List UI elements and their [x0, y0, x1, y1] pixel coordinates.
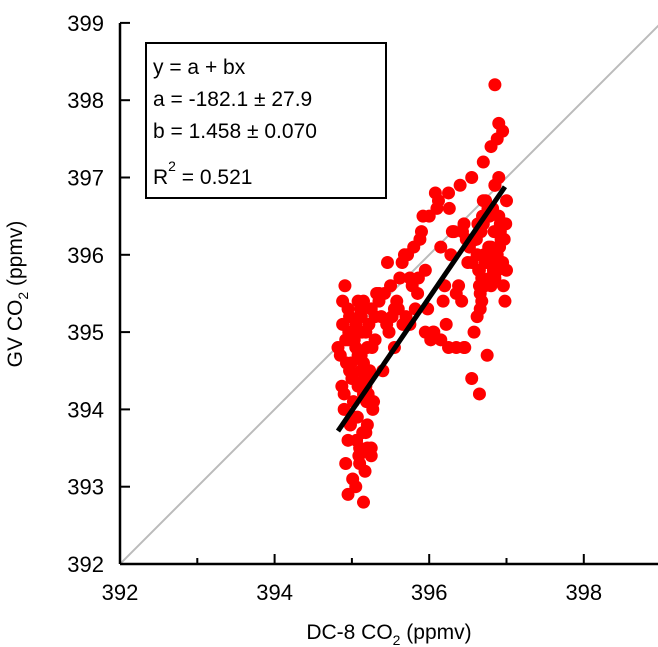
- data-point: [500, 194, 513, 208]
- data-point: [434, 333, 448, 347]
- data-point: [338, 279, 352, 293]
- data-point: [455, 294, 469, 308]
- y-ticks: 392 393 394 395 396 397 398 399: [67, 11, 130, 577]
- data-point: [496, 124, 510, 138]
- data-point: [480, 348, 494, 362]
- data-point: [467, 325, 481, 339]
- y-tick-label: 395: [67, 320, 104, 345]
- data-point: [472, 387, 486, 401]
- data-point: [354, 364, 368, 378]
- x-tick-label: 396: [411, 580, 448, 605]
- data-point: [488, 178, 502, 192]
- data-point: [360, 441, 374, 455]
- data-point: [337, 402, 351, 416]
- data-point: [356, 495, 370, 509]
- data-point: [434, 240, 448, 254]
- r2-suffix: = 0.521: [176, 166, 252, 189]
- fit-intercept: a = -182.1 ± 27.9: [153, 88, 312, 111]
- data-point: [490, 248, 504, 262]
- r2-prefix: R: [153, 166, 168, 189]
- data-point: [336, 294, 350, 308]
- x-tick-label: 394: [256, 580, 293, 605]
- data-point: [372, 286, 386, 300]
- data-point: [401, 248, 415, 262]
- data-point: [380, 256, 394, 270]
- y-tick-label: 393: [67, 475, 104, 500]
- data-point: [475, 271, 489, 285]
- y-axis-title: GV CO2 (ppmv): [4, 221, 31, 368]
- data-point: [413, 232, 427, 246]
- data-point: [431, 194, 445, 208]
- data-point: [341, 333, 355, 347]
- x-ticks: 392 394 396 398: [102, 554, 602, 605]
- data-point: [465, 371, 479, 385]
- data-point: [356, 294, 370, 308]
- data-point: [351, 348, 365, 362]
- data-point: [362, 395, 376, 409]
- data-point: [436, 294, 450, 308]
- r2-superscript: 2: [168, 158, 176, 174]
- data-point: [442, 201, 456, 215]
- data-point: [416, 209, 430, 223]
- data-point: [479, 194, 493, 208]
- fit-r-squared: R2 = 0.521: [153, 158, 252, 189]
- y-tick-label: 394: [67, 397, 104, 422]
- y-tick-label: 392: [67, 552, 104, 577]
- y-tick-label: 397: [67, 166, 104, 191]
- data-point: [473, 302, 487, 316]
- data-point: [476, 155, 490, 169]
- fit-line-layer: [335, 185, 508, 433]
- x-tick-label: 398: [565, 580, 602, 605]
- data-point: [465, 171, 479, 184]
- data-point: [452, 279, 466, 293]
- data-point: [486, 263, 500, 277]
- y-tick-label: 396: [67, 243, 104, 268]
- data-point: [362, 317, 376, 331]
- data-point: [387, 302, 401, 316]
- x-tick-label: 392: [102, 580, 139, 605]
- data-point: [374, 310, 388, 324]
- data-point: [393, 271, 407, 285]
- data-point: [339, 457, 353, 471]
- data-point: [353, 457, 367, 471]
- data-point: [455, 225, 469, 239]
- data-point: [418, 325, 432, 339]
- data-point: [496, 279, 510, 293]
- data-point: [473, 286, 487, 300]
- fit-equation: y = a + bx: [153, 56, 246, 79]
- data-point: [411, 271, 425, 285]
- data-point: [439, 317, 453, 331]
- x-axis-title: DC-8 CO2 (ppmv): [306, 621, 471, 647]
- data-point: [365, 341, 379, 355]
- data-point: [498, 294, 512, 308]
- data-point: [382, 325, 396, 339]
- data-points-layer: [331, 78, 513, 509]
- data-point: [494, 232, 508, 246]
- fit-stats-box: y = a + bx a = -182.1 ± 27.9 b = 1.458 ±…: [145, 42, 387, 199]
- fit-line: [335, 185, 508, 433]
- data-point: [465, 256, 479, 270]
- data-point: [484, 140, 498, 154]
- data-point: [488, 78, 502, 92]
- data-point: [453, 178, 467, 192]
- data-point: [335, 379, 349, 393]
- fit-stats-frame: [145, 42, 387, 199]
- data-point: [349, 480, 363, 494]
- data-point: [350, 433, 364, 447]
- fit-slope: b = 1.458 ± 0.070: [153, 120, 317, 143]
- data-point: [331, 341, 345, 355]
- y-tick-label: 398: [67, 88, 104, 113]
- y-tick-label: 399: [67, 11, 104, 36]
- data-point: [442, 186, 456, 200]
- data-point: [499, 217, 513, 231]
